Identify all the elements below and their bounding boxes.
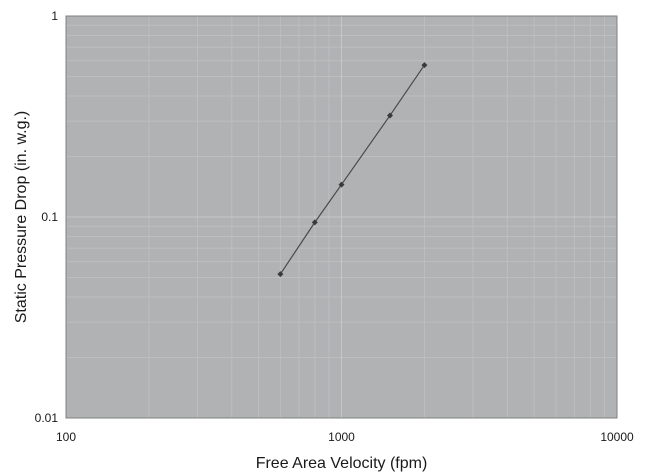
- data-point: [311, 219, 318, 226]
- x-axis-title: Free Area Velocity (fpm): [256, 455, 428, 472]
- data-point: [421, 62, 428, 69]
- plot-frame: [65, 15, 618, 419]
- x-tick-label: 10000: [600, 430, 634, 444]
- y-tick-label: 1: [51, 9, 58, 23]
- series-layer: [277, 62, 428, 278]
- grid: [65, 15, 618, 419]
- y-axis-title: Static Pressure Drop (in. w.g.): [13, 111, 30, 324]
- data-point: [277, 271, 284, 278]
- tick-labels: 100 1000 10000 0.01 0.1 1: [35, 9, 634, 444]
- x-tick-label: 100: [56, 430, 76, 444]
- y-tick-label: 0.01: [35, 411, 59, 425]
- y-tick-label: 0.1: [41, 210, 58, 224]
- data-point: [387, 112, 394, 119]
- x-tick-label: 1000: [328, 430, 355, 444]
- data-point: [338, 181, 345, 188]
